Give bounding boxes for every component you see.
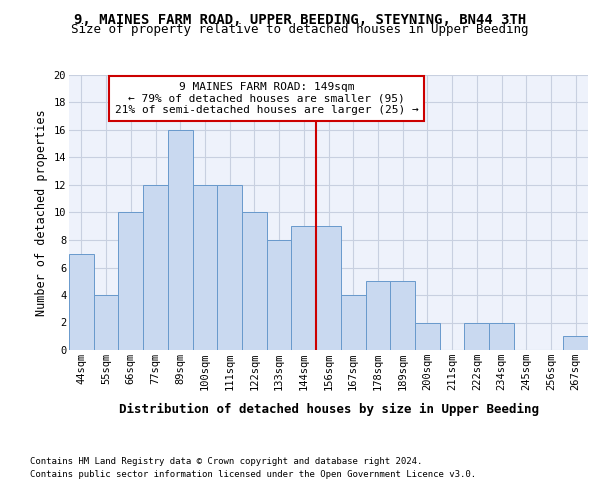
Text: 9, MAINES FARM ROAD, UPPER BEEDING, STEYNING, BN44 3TH: 9, MAINES FARM ROAD, UPPER BEEDING, STEY… — [74, 12, 526, 26]
Bar — [94, 295, 118, 350]
Bar — [489, 322, 514, 350]
Bar — [464, 322, 489, 350]
Bar — [563, 336, 588, 350]
Bar — [118, 212, 143, 350]
Bar — [267, 240, 292, 350]
Bar — [217, 185, 242, 350]
Bar — [69, 254, 94, 350]
Bar — [341, 295, 365, 350]
Text: Contains HM Land Registry data © Crown copyright and database right 2024.: Contains HM Land Registry data © Crown c… — [30, 458, 422, 466]
Bar — [365, 281, 390, 350]
Text: Distribution of detached houses by size in Upper Beeding: Distribution of detached houses by size … — [119, 402, 539, 415]
Bar — [390, 281, 415, 350]
Bar — [242, 212, 267, 350]
Bar — [168, 130, 193, 350]
Bar — [415, 322, 440, 350]
Text: 9 MAINES FARM ROAD: 149sqm
← 79% of detached houses are smaller (95)
21% of semi: 9 MAINES FARM ROAD: 149sqm ← 79% of deta… — [115, 82, 419, 115]
Bar — [316, 226, 341, 350]
Bar — [143, 185, 168, 350]
Y-axis label: Number of detached properties: Number of detached properties — [35, 109, 48, 316]
Text: Size of property relative to detached houses in Upper Beeding: Size of property relative to detached ho… — [71, 22, 529, 36]
Bar — [292, 226, 316, 350]
Text: Contains public sector information licensed under the Open Government Licence v3: Contains public sector information licen… — [30, 470, 476, 479]
Bar — [193, 185, 217, 350]
